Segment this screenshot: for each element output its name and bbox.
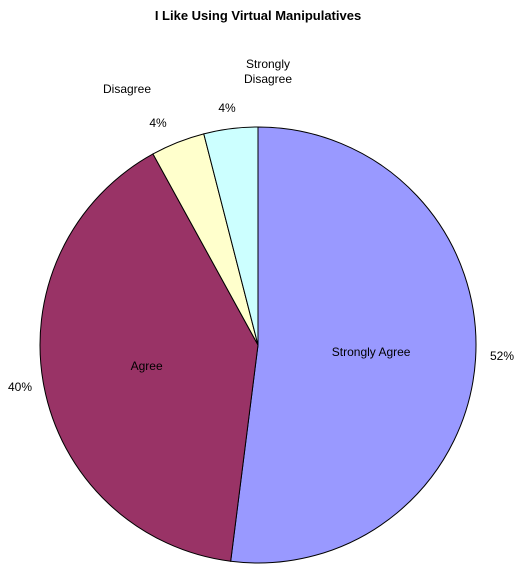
slice-percent-strongly-agree: 52% (490, 349, 514, 363)
slice-percent-disagree: 4% (149, 116, 167, 130)
slice-label-strongly-agree: Strongly Agree (332, 345, 411, 359)
slice-strongly-agree (230, 126, 477, 564)
slice-agree (39, 153, 259, 562)
slice-percent-agree: 40% (8, 380, 32, 394)
slice-percent-strongly-disagree: 4% (218, 101, 236, 115)
slice-label-agree: Agree (131, 359, 163, 373)
pie-labels: Strongly Agree 52% Agree 40% Disagree 4% Stron… (8, 57, 514, 394)
slice-label-strongly-disagree: Strongly Disagree (244, 57, 292, 86)
pie-slices (39, 126, 477, 564)
slice-strongly-disagree (203, 126, 259, 346)
slice-label-disagree: Disagree (103, 82, 151, 96)
chart-title: I Like Using Virtual Manipulatives (155, 8, 361, 23)
